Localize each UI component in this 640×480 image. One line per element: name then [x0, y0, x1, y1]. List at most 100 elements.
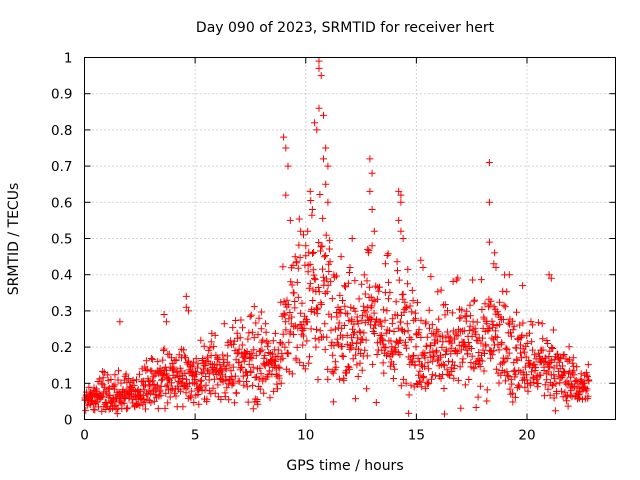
data-point	[225, 361, 233, 369]
data-point	[324, 162, 332, 170]
data-point	[383, 252, 391, 259]
data-point	[392, 298, 400, 306]
data-point	[370, 309, 378, 317]
data-point	[471, 296, 479, 304]
data-point	[396, 351, 404, 359]
data-point	[479, 334, 486, 342]
data-point	[404, 327, 412, 335]
data-point	[578, 395, 586, 403]
data-point	[368, 315, 376, 323]
data-point	[124, 375, 132, 382]
data-point	[171, 374, 179, 382]
data-point	[344, 310, 352, 318]
data-point	[203, 395, 211, 403]
data-point	[421, 354, 429, 362]
data-point	[229, 363, 237, 371]
data-point	[327, 326, 335, 334]
data-point	[397, 382, 405, 390]
data-point	[294, 293, 302, 301]
data-point	[368, 242, 376, 250]
data-point	[336, 306, 344, 313]
data-point	[234, 349, 242, 357]
data-point	[339, 333, 347, 341]
data-point	[423, 378, 431, 386]
data-point	[362, 336, 370, 344]
data-point	[490, 347, 498, 355]
data-point	[344, 362, 352, 370]
data-point	[260, 389, 268, 397]
data-point	[354, 334, 362, 342]
data-point	[558, 373, 566, 381]
data-point	[344, 279, 352, 287]
data-point	[339, 353, 347, 360]
data-point	[237, 316, 245, 324]
data-point	[505, 271, 513, 279]
data-point	[430, 352, 438, 360]
data-point	[417, 256, 425, 264]
data-point	[354, 373, 362, 380]
data-point	[238, 341, 246, 349]
data-point	[288, 281, 296, 289]
data-point	[359, 311, 367, 319]
data-point	[428, 321, 436, 329]
data-point	[478, 306, 486, 313]
data-point	[408, 308, 416, 316]
data-point	[462, 317, 470, 325]
data-point	[362, 308, 370, 316]
data-point	[182, 303, 190, 311]
data-point	[180, 346, 188, 354]
data-point	[403, 320, 411, 328]
data-point	[454, 274, 462, 282]
data-point	[474, 393, 482, 401]
data-point	[512, 370, 520, 378]
data-point	[236, 377, 244, 385]
data-point	[485, 238, 493, 246]
data-point	[190, 399, 198, 406]
data-point	[239, 372, 247, 380]
data-point	[509, 389, 517, 397]
data-point	[549, 326, 557, 334]
data-point	[324, 281, 332, 289]
data-point	[162, 382, 170, 390]
data-point	[219, 378, 227, 386]
data-point	[198, 376, 205, 384]
data-point	[508, 317, 516, 325]
data-point	[111, 371, 119, 379]
data-point	[382, 344, 390, 352]
data-point	[320, 253, 328, 261]
data-point	[101, 383, 109, 391]
data-point	[326, 258, 334, 266]
data-point	[380, 343, 388, 351]
y-tick-label: 0.4	[51, 268, 72, 284]
data-point	[515, 383, 523, 391]
data-point	[185, 357, 193, 365]
data-point	[541, 381, 549, 389]
data-point	[523, 340, 531, 347]
data-point	[210, 343, 218, 351]
data-point	[312, 343, 320, 351]
y-tick-label: 0.5	[51, 232, 72, 248]
data-point	[427, 342, 435, 350]
data-point	[347, 303, 355, 311]
data-point	[390, 375, 398, 382]
data-point	[333, 313, 341, 321]
x-tick-label: 20	[518, 428, 535, 444]
data-point	[368, 302, 376, 310]
data-point	[347, 344, 355, 352]
data-point	[149, 355, 157, 363]
data-point	[458, 306, 466, 314]
data-point	[340, 376, 348, 384]
data-point	[346, 264, 354, 271]
data-point	[160, 346, 167, 354]
data-point	[550, 371, 558, 379]
data-point	[441, 410, 448, 418]
data-point	[351, 307, 359, 315]
data-point	[309, 286, 317, 294]
data-point	[98, 407, 106, 415]
data-point	[334, 335, 342, 343]
data-point	[472, 330, 480, 338]
data-point	[350, 304, 358, 312]
data-point	[105, 384, 113, 392]
data-point	[564, 357, 572, 365]
data-point	[401, 328, 408, 336]
